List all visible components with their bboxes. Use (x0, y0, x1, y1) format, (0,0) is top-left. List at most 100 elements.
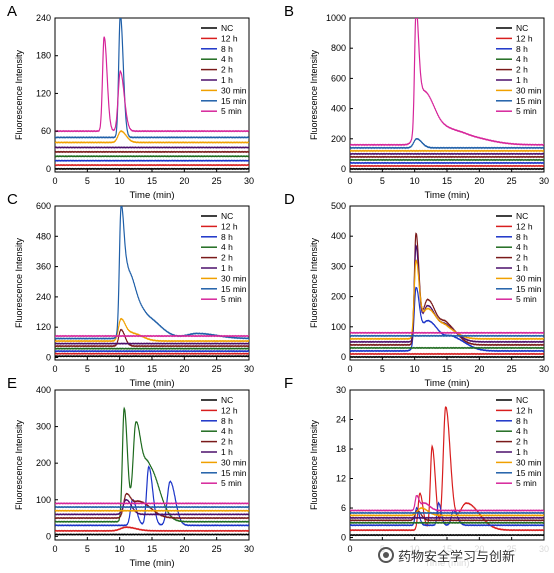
x-tick-label: 5 (85, 364, 90, 374)
legend-label: 4 h (516, 54, 528, 64)
legend-label: 30 min (221, 457, 247, 467)
wechat-icon (378, 547, 394, 563)
x-tick-label: 30 (539, 176, 549, 186)
x-axis-label: Time (min) (129, 190, 174, 201)
legend-label: 30 min (516, 85, 542, 95)
x-axis-label: Time (min) (424, 190, 469, 201)
x-tick-label: 0 (347, 176, 352, 186)
legend-label: 2 h (221, 253, 233, 263)
series-2-h (350, 232, 544, 347)
series-5-min (350, 331, 544, 335)
y-axis-label: Fluorescence Intensity (14, 237, 24, 328)
series-2-h (350, 509, 544, 522)
series-4-h (55, 347, 249, 350)
legend-label: 4 h (221, 426, 233, 436)
series-30-min (350, 506, 544, 517)
legend-label: 1 h (516, 447, 528, 457)
x-tick-label: 25 (212, 364, 222, 374)
legend-label: 15 min (221, 468, 247, 478)
x-tick-label: 20 (474, 364, 484, 374)
series-8-h (55, 349, 249, 353)
legend-label: NC (516, 211, 528, 221)
panel-letter: C (7, 191, 18, 208)
legend-label: 8 h (221, 416, 233, 426)
series-30-min (55, 317, 249, 343)
legend-label: 15 min (516, 96, 542, 106)
legend-label: 2 h (516, 65, 528, 75)
y-axis-label: Fluorescence Intensity (309, 419, 319, 510)
y-tick-label: 0 (341, 533, 346, 543)
legend-label: 2 h (221, 65, 233, 75)
y-tick-label: 600 (331, 73, 346, 83)
series-8-h (350, 501, 544, 527)
legend-label: 12 h (516, 33, 533, 43)
series-1-h (350, 516, 544, 520)
legend-label: 8 h (516, 44, 528, 54)
y-tick-label: 0 (341, 352, 346, 362)
series-4-h (55, 155, 249, 158)
y-tick-label: 400 (331, 104, 346, 114)
traces (55, 18, 249, 171)
legend-label: 1 h (221, 75, 233, 85)
series-NC (350, 533, 544, 537)
series-1-h (55, 146, 249, 149)
series-5-min (55, 334, 249, 338)
y-tick-label: 400 (36, 385, 51, 395)
series-5-min (350, 494, 544, 512)
legend-label: 5 min (221, 294, 242, 304)
y-tick-label: 120 (36, 88, 51, 98)
legend-label: 12 h (221, 33, 238, 43)
y-tick-label: 1000 (326, 13, 346, 23)
x-tick-label: 0 (52, 364, 57, 374)
series-2-h (55, 492, 249, 520)
y-tick-label: 100 (36, 495, 51, 505)
series-2-h (55, 328, 249, 348)
traces (55, 206, 249, 358)
series-8-h (55, 159, 249, 162)
x-tick-label: 30 (539, 364, 549, 374)
series-15-min (55, 206, 249, 340)
x-tick-label: 15 (147, 364, 157, 374)
x-tick-label: 15 (147, 544, 157, 554)
y-tick-label: 300 (36, 422, 51, 432)
legend-label: 8 h (516, 416, 528, 426)
legend-label: 2 h (516, 437, 528, 447)
legend-label: 12 h (516, 221, 533, 231)
legend-label: 12 h (221, 221, 238, 231)
y-tick-label: 120 (36, 322, 51, 332)
series-15-min (55, 18, 249, 139)
x-tick-label: 25 (507, 176, 517, 186)
series-30-min (55, 129, 249, 144)
legend-label: 2 h (516, 253, 528, 263)
legend-label: 15 min (516, 468, 542, 478)
series-15-min (55, 505, 249, 509)
legend-label: 1 h (516, 263, 528, 273)
y-tick-label: 200 (331, 292, 346, 302)
x-tick-label: 10 (410, 176, 420, 186)
legend-label: 12 h (221, 405, 238, 415)
legend-label: 30 min (516, 457, 542, 467)
legend-label: 5 min (221, 478, 242, 488)
y-tick-label: 100 (331, 322, 346, 332)
x-tick-label: 20 (179, 176, 189, 186)
series-8-h (350, 161, 544, 165)
x-tick-label: 10 (115, 364, 125, 374)
x-tick-label: 20 (179, 364, 189, 374)
panel-letter: E (7, 375, 17, 392)
panel-f: F0510152025300612182430Time (min)Fluores… (284, 375, 549, 569)
legend-label: 4 h (221, 54, 233, 64)
legend-label: 15 min (221, 284, 247, 294)
traces (55, 406, 249, 536)
series-4-h (350, 158, 544, 162)
x-tick-label: 15 (442, 364, 452, 374)
x-tick-label: 30 (244, 544, 254, 554)
legend-label: 5 min (516, 106, 537, 116)
legend-label: 8 h (221, 44, 233, 54)
plot-frame (349, 17, 545, 173)
